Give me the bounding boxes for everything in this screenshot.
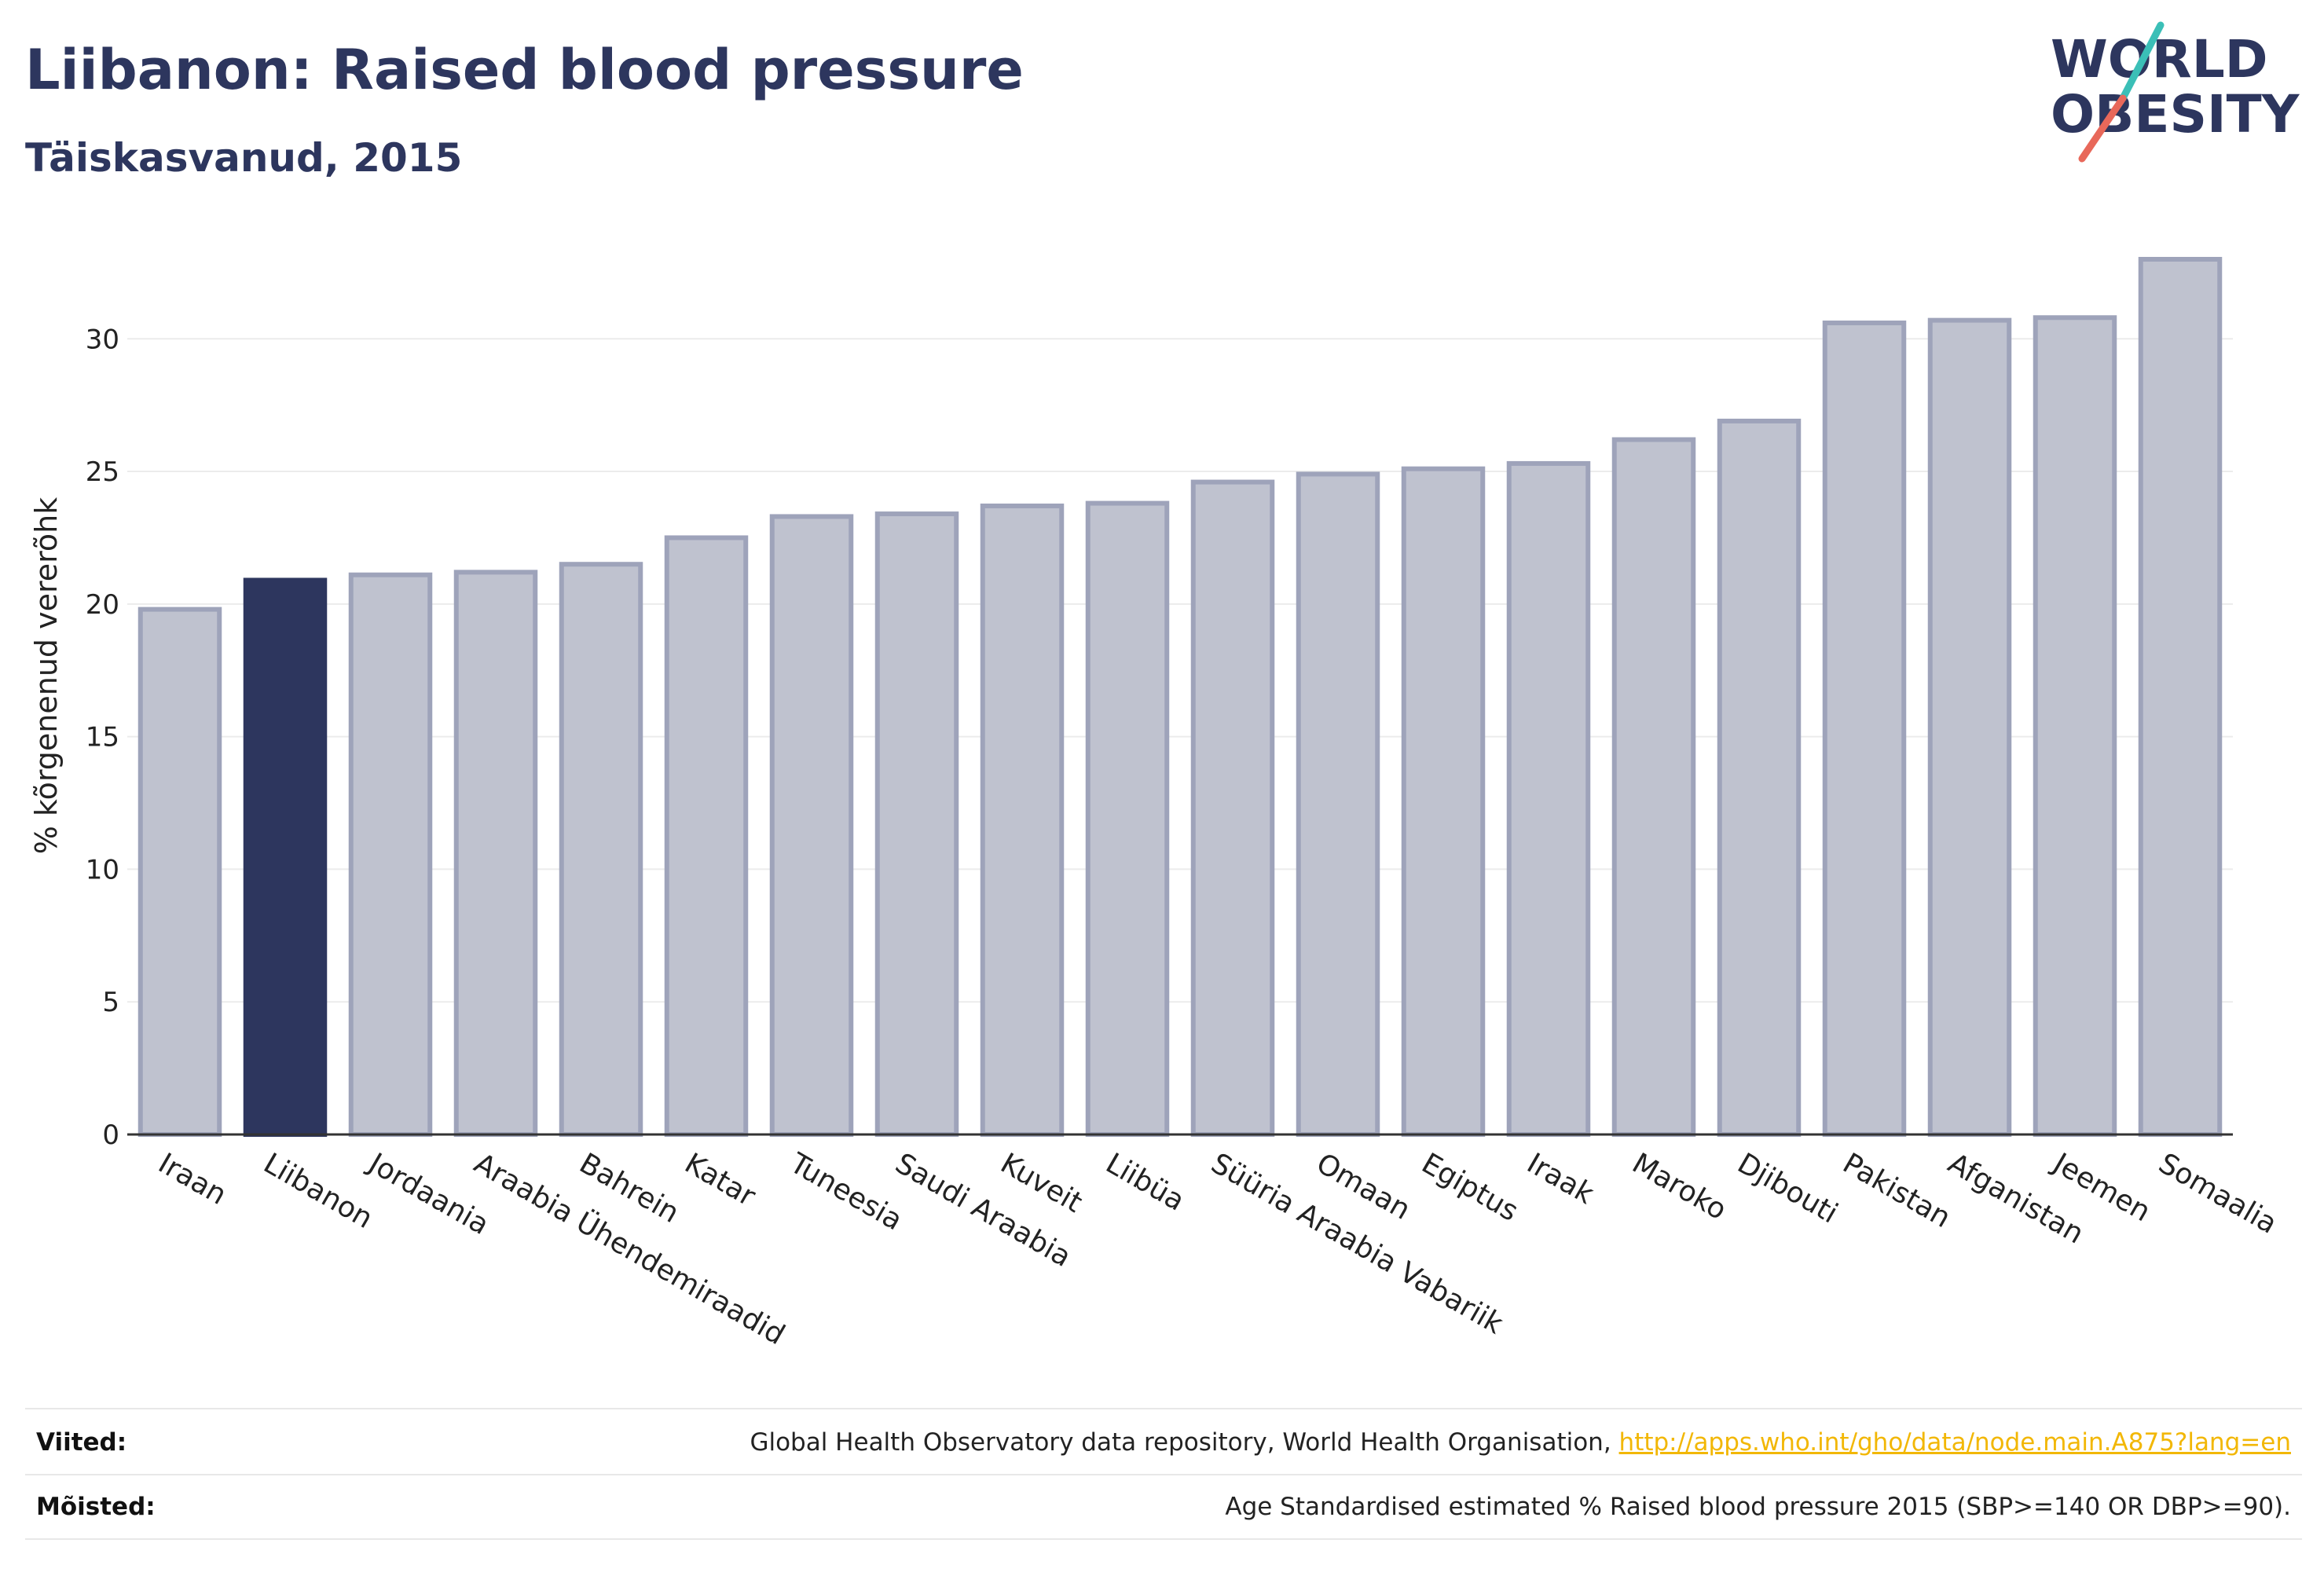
logo-line-2: OBESITY <box>2051 84 2300 145</box>
footer-sources-link[interactable]: http://apps.who.int/gho/data/node.main.A… <box>1618 1428 2291 1457</box>
footer-definitions-row: Mõisted: Age Standardised estimated % Ra… <box>25 1493 2302 1527</box>
x-tick-label: Saudi Araabia <box>890 1147 1076 1274</box>
y-tick-label: 10 <box>86 854 119 885</box>
x-tick-label: Iraan <box>153 1147 232 1211</box>
world-obesity-logo: WORLD OBESITY <box>2051 21 2300 163</box>
bar-2[interactable] <box>243 577 328 1137</box>
x-tick-label: Liibüa <box>1101 1147 1190 1217</box>
bar-16[interactable] <box>1717 418 1802 1137</box>
logo-line-1: WORLD <box>2051 29 2268 90</box>
x-tick-label: Somaalia <box>2154 1147 2282 1241</box>
logo-slash-teal <box>2119 21 2165 102</box>
y-tick-label: 20 <box>86 589 119 621</box>
bar-3[interactable] <box>348 572 433 1137</box>
logo-slash-coral <box>2078 94 2127 163</box>
footer-sources-text: Global Health Observatory data repositor… <box>750 1428 2291 1457</box>
x-tick-label: Pakistan <box>1838 1147 1956 1234</box>
y-tick-label: 25 <box>86 456 119 488</box>
bar-18[interactable] <box>1927 317 2012 1137</box>
bar-5[interactable] <box>559 562 643 1137</box>
bars <box>137 257 2223 1137</box>
x-tick-label: Maroko <box>1627 1147 1732 1226</box>
bar-19[interactable] <box>2033 315 2117 1137</box>
bar-6[interactable] <box>664 535 749 1137</box>
x-tick-label: Katar <box>680 1147 761 1213</box>
bar-12[interactable] <box>1296 471 1380 1137</box>
footer-sources-row: Viited: Global Health Observatory data r… <box>25 1428 2302 1463</box>
bar-13[interactable] <box>1401 466 1486 1137</box>
chart-subtitle: Täiskasvanud, 2015 <box>25 135 463 181</box>
bar-14[interactable] <box>1506 460 1591 1137</box>
x-tick-label: Egiptus <box>1417 1147 1524 1228</box>
bar-9[interactable] <box>980 503 1065 1137</box>
x-tick-label: Djibouti <box>1732 1147 1843 1230</box>
bar-7[interactable] <box>769 514 854 1137</box>
bar-8[interactable] <box>874 511 959 1137</box>
footer-divider-bottom <box>25 1538 2302 1540</box>
x-tick-label: Iraak <box>1522 1147 1600 1211</box>
bar-17[interactable] <box>1822 321 1907 1137</box>
x-tick-label: Tuneesia <box>784 1147 908 1237</box>
chart-title: Liibanon: Raised blood pressure <box>25 38 1024 102</box>
footer-sources-label: Viited: <box>36 1428 127 1457</box>
y-tick-label: 15 <box>86 722 119 753</box>
bar-1[interactable] <box>137 607 222 1137</box>
footer-definitions-text: Age Standardised estimated % Raised bloo… <box>1225 1493 2291 1521</box>
y-tick-label: 30 <box>86 324 119 355</box>
x-tick-label: Liibanon <box>258 1147 379 1235</box>
bar-15[interactable] <box>1611 437 1696 1137</box>
x-tick-label: Jordaania <box>362 1146 494 1241</box>
y-tick-labels: 0 5 10 15 20 25 30 <box>86 324 119 1151</box>
footer-sources-description: Global Health Observatory data repositor… <box>750 1428 1619 1457</box>
bar-11[interactable] <box>1190 479 1275 1137</box>
y-tick-label: 0 <box>102 1120 119 1151</box>
y-axis-title: % kõrgenenud vererõhk <box>29 497 64 855</box>
footer-divider-middle <box>25 1474 2302 1475</box>
footer-divider-top <box>25 1408 2302 1409</box>
bar-10[interactable] <box>1085 500 1170 1137</box>
gridlines <box>127 338 2233 1003</box>
bar-4[interactable] <box>453 570 538 1137</box>
y-tick-label: 5 <box>102 987 119 1018</box>
footer-definitions-label: Mõisted: <box>36 1493 156 1521</box>
bar-20[interactable] <box>2138 257 2223 1137</box>
